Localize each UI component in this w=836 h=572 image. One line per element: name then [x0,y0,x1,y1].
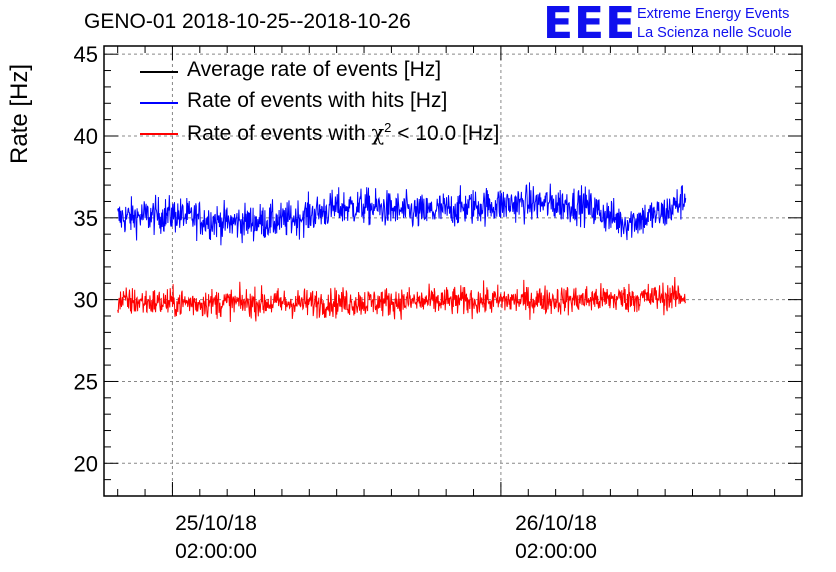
y-tick-label: 20 [74,451,98,476]
series-line-1 [117,182,687,246]
logo-line-1: Extreme Energy Events [637,6,790,22]
y-tick-label: 35 [74,206,98,231]
x-tick-2-time: 02:00:00 [515,540,597,563]
legend-label-average: Average rate of events [Hz] [187,58,442,81]
y-tick-label: 25 [74,369,98,394]
x-tick-2-date: 26/10/18 [515,512,597,535]
x-tick-1-time: 02:00:00 [175,540,257,563]
logo-line-2: La Scienza nelle Scuole [637,25,792,41]
series-line-2 [117,276,687,323]
legend-swatch-chi2 [140,133,178,135]
eee-logo: EEE [543,0,637,49]
legend-chi2-suffix: < 10.0 [Hz] [391,122,500,145]
y-tick-labels: 20 25 30 35 40 45 [74,42,98,476]
y-axis-label: Rate [Hz] [6,63,33,164]
y-tick-label: 30 [74,288,98,313]
y-tick-label: 40 [74,124,98,149]
grid-lines [104,46,802,496]
legend-swatch-average [140,71,178,73]
legend-swatch-hits [140,102,178,104]
legend-chi2-prefix: Rate of events with [187,122,372,145]
legend-label-hits: Rate of events with hits [Hz] [187,89,448,112]
plot-frame [103,45,803,497]
x-tick-label-1: 25/10/18 02:00:00 [146,510,286,566]
y-tick-label: 45 [74,42,98,67]
legend-label-chi2: Rate of events with χ2 < 10.0 [Hz] [187,120,499,146]
legend-chi2-superscript: 2 [384,120,392,135]
legend-chi2-symbol: χ [371,121,385,145]
axis-ticks [104,46,803,497]
chart-title: GENO-01 2018-10-25--2018-10-26 [84,10,411,33]
x-tick-label-2: 26/10/18 02:00:00 [486,510,626,566]
x-tick-1-date: 25/10/18 [175,512,257,535]
series-group [117,182,687,323]
